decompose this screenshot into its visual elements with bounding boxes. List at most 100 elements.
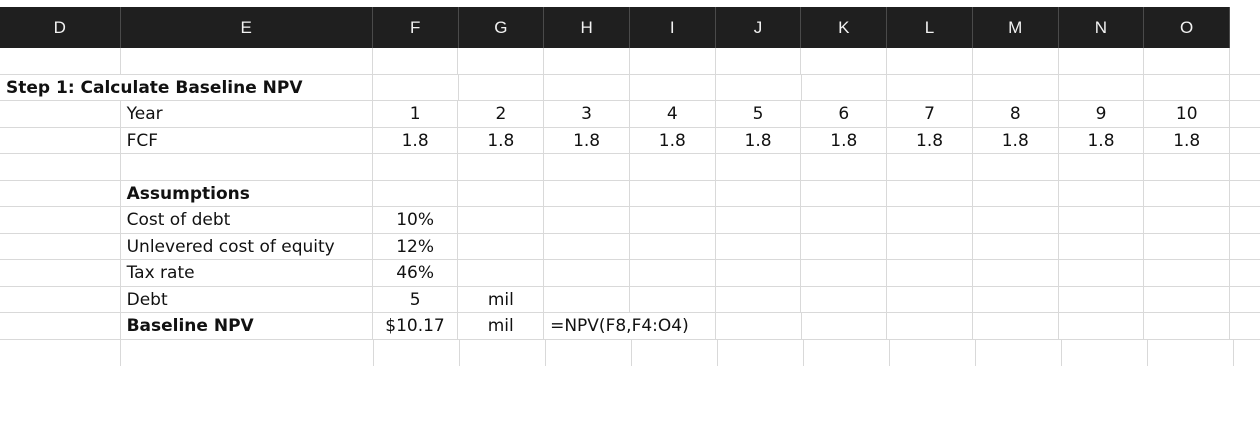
- cell[interactable]: [1058, 260, 1145, 287]
- cell[interactable]: [972, 233, 1059, 260]
- cell[interactable]: [372, 48, 459, 75]
- fcf-cell[interactable]: 1.8: [801, 127, 888, 154]
- cell[interactable]: [544, 233, 630, 260]
- cell[interactable]: [1058, 207, 1145, 234]
- cell[interactable]: [0, 260, 121, 287]
- cell[interactable]: [1144, 74, 1231, 101]
- cell[interactable]: [1058, 154, 1145, 181]
- cell[interactable]: [801, 180, 888, 207]
- cell[interactable]: [715, 260, 802, 287]
- cell[interactable]: [715, 313, 802, 340]
- cell[interactable]: [120, 48, 373, 75]
- cell[interactable]: [0, 313, 121, 340]
- column-header-H[interactable]: H: [544, 7, 630, 48]
- cell[interactable]: [458, 207, 545, 234]
- cell[interactable]: [0, 127, 121, 154]
- cell[interactable]: [544, 180, 630, 207]
- column-header-F[interactable]: F: [373, 7, 459, 48]
- cell[interactable]: [1144, 260, 1231, 287]
- cell[interactable]: [801, 233, 888, 260]
- column-header-K[interactable]: K: [801, 7, 888, 48]
- cell[interactable]: [373, 74, 459, 101]
- cell[interactable]: [121, 74, 374, 101]
- cell[interactable]: [972, 286, 1059, 313]
- column-header-N[interactable]: N: [1059, 7, 1145, 48]
- cell[interactable]: [630, 313, 716, 340]
- fcf-label-cell[interactable]: FCF: [120, 127, 373, 154]
- cell[interactable]: [458, 74, 545, 101]
- cell[interactable]: [546, 339, 632, 366]
- cell[interactable]: [715, 74, 802, 101]
- cell[interactable]: [715, 207, 802, 234]
- cell[interactable]: [632, 339, 718, 366]
- cell[interactable]: [372, 180, 459, 207]
- cell[interactable]: [972, 154, 1059, 181]
- fcf-cell[interactable]: 1.8: [372, 127, 459, 154]
- cell[interactable]: [972, 74, 1059, 101]
- cell[interactable]: [458, 233, 545, 260]
- cell[interactable]: [887, 233, 973, 260]
- cell[interactable]: [972, 48, 1059, 75]
- cell[interactable]: [0, 48, 121, 75]
- fcf-cell[interactable]: 1.8: [887, 127, 973, 154]
- fcf-cell[interactable]: 1.8: [715, 127, 802, 154]
- year-cell[interactable]: 2: [458, 101, 545, 128]
- cell[interactable]: [458, 48, 545, 75]
- year-cell[interactable]: 3: [544, 101, 630, 128]
- cell[interactable]: [1144, 48, 1231, 75]
- cell[interactable]: [715, 233, 802, 260]
- cell[interactable]: [0, 101, 121, 128]
- cell[interactable]: [1144, 233, 1231, 260]
- cell[interactable]: [0, 233, 121, 260]
- cell[interactable]: [1062, 339, 1148, 366]
- cell[interactable]: [1058, 180, 1145, 207]
- year-cell[interactable]: 4: [629, 101, 716, 128]
- baseline-npv-label[interactable]: Baseline NPV: [120, 313, 373, 340]
- cell[interactable]: [544, 260, 630, 287]
- debt-unit[interactable]: mil: [458, 286, 545, 313]
- cell[interactable]: [801, 74, 888, 101]
- assumptions-heading-cell[interactable]: Assumptions: [120, 180, 373, 207]
- cell[interactable]: [1144, 207, 1231, 234]
- cell[interactable]: [0, 154, 121, 181]
- fcf-cell[interactable]: 1.8: [1058, 127, 1145, 154]
- fcf-cell[interactable]: 1.8: [458, 127, 545, 154]
- column-header-M[interactable]: M: [973, 7, 1059, 48]
- cell[interactable]: [1058, 74, 1145, 101]
- column-header-I[interactable]: I: [630, 7, 716, 48]
- cell[interactable]: [715, 180, 802, 207]
- fcf-cell[interactable]: 1.8: [544, 127, 630, 154]
- cell[interactable]: [374, 339, 460, 366]
- cell[interactable]: [887, 286, 973, 313]
- column-header-G[interactable]: G: [459, 7, 545, 48]
- cell[interactable]: [1144, 286, 1231, 313]
- tax-rate-value[interactable]: 46%: [372, 260, 459, 287]
- year-cell[interactable]: 5: [715, 101, 802, 128]
- column-header-E[interactable]: E: [121, 7, 373, 48]
- debt-value[interactable]: 5: [372, 286, 459, 313]
- cell[interactable]: [544, 48, 630, 75]
- cell[interactable]: [629, 180, 716, 207]
- cell[interactable]: [1058, 313, 1145, 340]
- baseline-npv-value[interactable]: $10.17: [372, 313, 459, 340]
- cell[interactable]: [972, 313, 1059, 340]
- cell[interactable]: [715, 154, 802, 181]
- cell[interactable]: [120, 154, 373, 181]
- cell[interactable]: [801, 207, 888, 234]
- cell[interactable]: [887, 313, 973, 340]
- cell[interactable]: [544, 207, 630, 234]
- cell[interactable]: [629, 207, 716, 234]
- cell[interactable]: [801, 154, 888, 181]
- year-cell[interactable]: 10: [1144, 101, 1231, 128]
- cell[interactable]: [372, 154, 459, 181]
- cell[interactable]: [629, 286, 716, 313]
- column-header-L[interactable]: L: [887, 7, 973, 48]
- cell[interactable]: [804, 339, 890, 366]
- unlevered-cost-of-equity-label[interactable]: Unlevered cost of equity: [120, 233, 373, 260]
- cell[interactable]: [801, 260, 888, 287]
- column-header-O[interactable]: O: [1144, 7, 1230, 48]
- cell[interactable]: [458, 260, 545, 287]
- cell[interactable]: [887, 154, 973, 181]
- cell[interactable]: [715, 286, 802, 313]
- cell[interactable]: [972, 260, 1059, 287]
